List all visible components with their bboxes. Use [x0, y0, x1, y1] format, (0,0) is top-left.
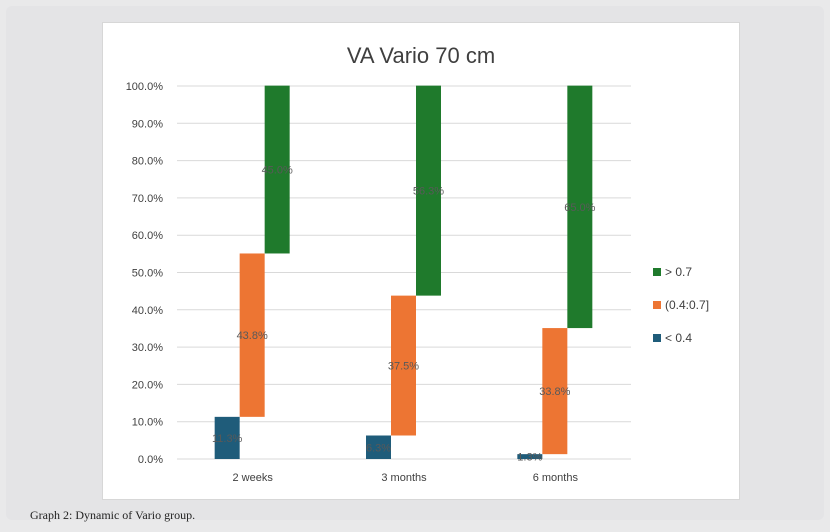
bar--0-4 — [366, 435, 391, 459]
data-label: 45.0% — [262, 165, 293, 177]
y-tick-label: 90.0% — [132, 118, 163, 130]
y-tick-label: 70.0% — [132, 193, 163, 205]
y-tick-label: 20.0% — [132, 379, 163, 391]
data-label: 37.5% — [388, 361, 419, 373]
legend-item-low: < 0.4 — [653, 331, 709, 345]
legend-label-mid: (0.4:0.7] — [665, 298, 710, 312]
chart-legend: > 0.7 (0.4:0.7] < 0.4 — [653, 265, 709, 364]
y-tick-label: 10.0% — [132, 417, 163, 429]
x-tick-label: 3 months — [381, 472, 427, 484]
y-tick-label: 50.0% — [132, 268, 163, 280]
bar--0-7 — [264, 85, 290, 254]
data-label: 56.3% — [413, 186, 444, 198]
legend-swatch-low — [653, 334, 661, 342]
data-label: 43.8% — [237, 330, 268, 342]
data-label: 65.0% — [564, 202, 595, 214]
legend-label-low: < 0.4 — [665, 331, 693, 345]
x-tick-label: 6 months — [533, 472, 579, 484]
y-tick-label: 100.0% — [126, 81, 164, 93]
y-tick-label: 60.0% — [132, 230, 163, 242]
figure-panel: VA Vario 70 cm 0.0% 10.0% 20.0% 30.0% 40.0% 5… — [6, 6, 824, 522]
y-tick-label: 30.0% — [132, 342, 163, 354]
legend-label-high: > 0.7 — [665, 265, 693, 279]
legend-swatch-mid — [653, 301, 661, 309]
bar--0-4 — [214, 416, 240, 459]
x-tick-label: 2 weeks — [232, 472, 273, 484]
data-label: 1.3% — [517, 452, 542, 464]
legend-swatch-high — [653, 268, 661, 276]
data-label: 11.3% — [212, 433, 243, 445]
figure-caption: Graph 2: Dynamic of Vario group. — [30, 508, 196, 522]
legend-item-high: > 0.7 — [653, 265, 709, 279]
bar--0-7 — [567, 85, 593, 329]
bar--0-4-0-7- — [542, 328, 568, 455]
y-tick-label: 0.0% — [138, 454, 163, 466]
y-tick-label: 80.0% — [132, 156, 163, 168]
legend-item-mid: (0.4:0.7] — [653, 298, 709, 312]
bar--0-4-0-7- — [239, 253, 265, 417]
bar--0-7 — [416, 85, 441, 296]
data-label: 33.8% — [539, 386, 570, 398]
y-tick-label: 40.0% — [132, 305, 163, 317]
chart-card: VA Vario 70 cm 0.0% 10.0% 20.0% 30.0% 40.0% 5… — [102, 22, 740, 500]
bar--0-4 — [517, 454, 543, 459]
chart-title: VA Vario 70 cm — [346, 43, 496, 68]
data-label: 6.3% — [366, 442, 391, 454]
bar--0-4-0-7- — [391, 295, 416, 436]
chart-plot: 0.0% 10.0% 20.0% 30.0% 40.0% 50.0% 60.0% 70.0% 8… — [126, 81, 631, 484]
